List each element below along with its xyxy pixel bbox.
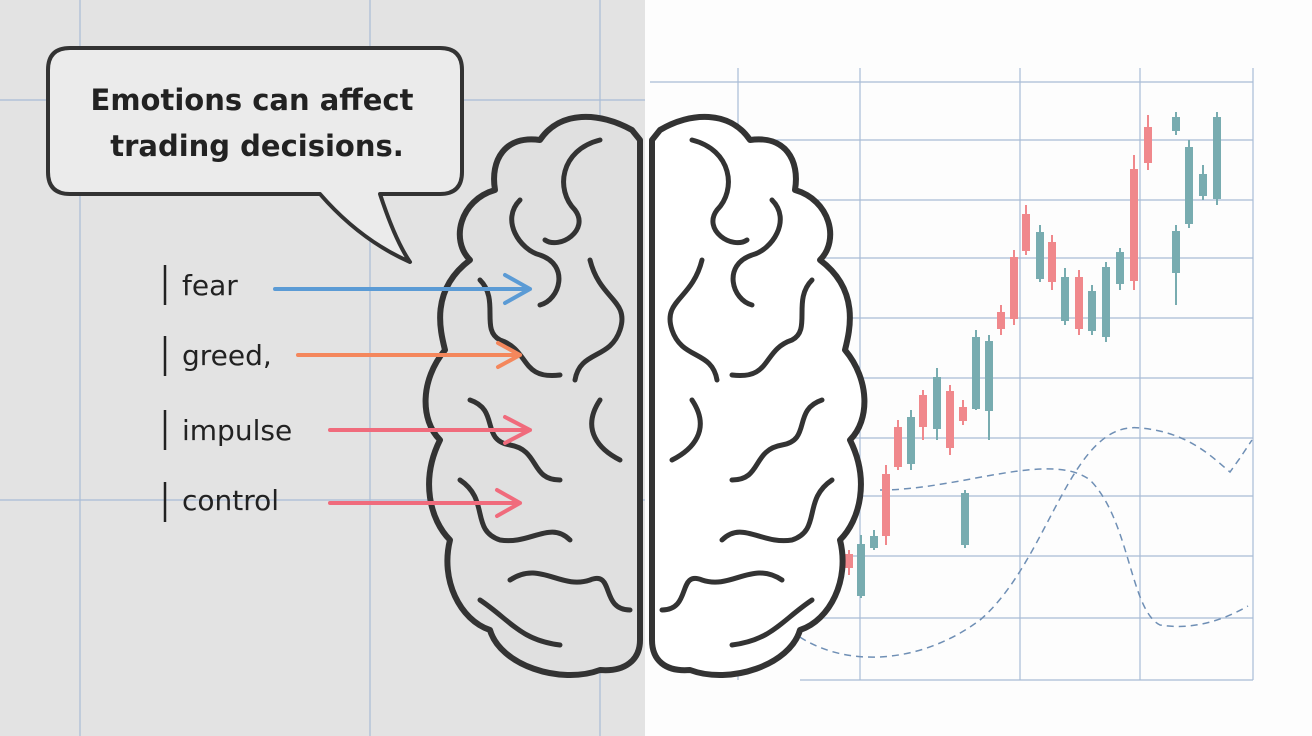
speech-bubble: Emotions can affect trading decisions. [46,46,464,264]
label: control [182,484,279,517]
bubble-text: trading decisions. [110,129,404,163]
candlesticks [845,112,1221,598]
arrows [273,273,532,518]
label: impulse [182,414,292,447]
brain [422,113,868,678]
label: fear [182,269,238,302]
trend-lines [789,427,1253,658]
label: greed, [182,339,272,372]
emotion-labels: fear greed, impulse control [163,265,292,522]
bubble-text: Emotions can affect [91,83,414,117]
